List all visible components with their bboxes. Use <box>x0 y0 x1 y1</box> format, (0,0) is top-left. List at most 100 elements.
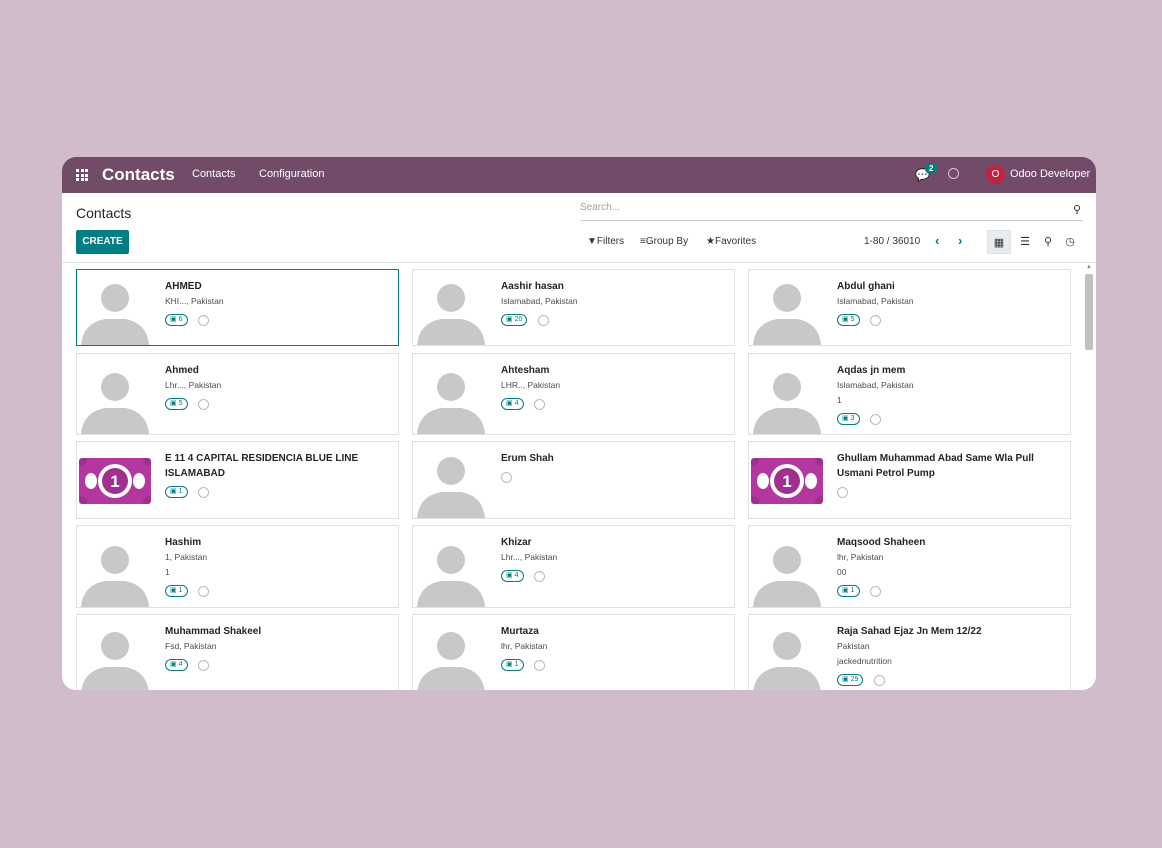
menu-contacts[interactable]: Contacts <box>192 168 236 180</box>
svg-text:1: 1 <box>110 472 119 491</box>
activity-clock-icon[interactable] <box>538 315 549 326</box>
contact-name: Raja Sahad Ejaz Jn Mem 12/22 <box>837 626 982 637</box>
activity-clock-icon[interactable] <box>948 168 959 179</box>
avatar-placeholder-icon <box>413 270 489 345</box>
meeting-count-badge[interactable]: ▣ 1 <box>165 486 188 498</box>
contact-detail: Islamabad, Pakistan <box>837 380 914 390</box>
contact-detail: Pakistan <box>837 641 870 651</box>
contact-card[interactable]: Maqsood Shaheen lhr, Pakistan 00 ▣ 1 <box>748 525 1071 608</box>
contact-detail: Islamabad, Pakistan <box>837 296 914 306</box>
activity-clock-icon[interactable] <box>870 414 881 425</box>
contact-card[interactable]: 1 E 11 4 CAPITAL RESIDENCIA BLUE LINE ISL… <box>76 441 399 519</box>
pager-next-icon[interactable]: › <box>958 233 963 248</box>
contact-detail: Lhr..., Pakistan <box>501 552 558 562</box>
meeting-count-badge[interactable]: ▣ 29 <box>837 674 864 686</box>
activity-clock-icon[interactable] <box>198 399 209 410</box>
contact-card[interactable]: Aqdas jn mem Islamabad, Pakistan 1 ▣ 3 <box>748 353 1071 435</box>
briefcase-icon: ▣ <box>506 316 513 323</box>
activity-clock-icon[interactable] <box>198 315 209 326</box>
create-button[interactable]: CREATE <box>76 230 129 254</box>
activity-clock-icon[interactable] <box>198 487 209 498</box>
search-input[interactable] <box>580 202 1050 213</box>
meeting-count: 4 <box>514 400 519 407</box>
meeting-count-badge[interactable]: ▣ 3 <box>837 413 860 425</box>
filters-button[interactable]: ▼Filters <box>587 236 624 247</box>
activity-clock-icon[interactable] <box>870 586 881 597</box>
vertical-scrollbar[interactable]: ▲ <box>1084 264 1094 690</box>
user-avatar[interactable]: O <box>986 165 1005 184</box>
avatar-placeholder-icon <box>749 617 825 690</box>
app-title[interactable]: Contacts <box>102 165 175 184</box>
meeting-count: 5 <box>850 316 855 323</box>
contact-card[interactable]: Murtaza lhr, Pakistan ▣ 1 <box>412 614 735 690</box>
contact-detail: 00 <box>837 567 847 577</box>
list-view-icon[interactable]: ☰ <box>1020 236 1030 248</box>
meeting-count: 6 <box>178 316 183 323</box>
activity-clock-icon[interactable] <box>534 660 545 671</box>
scroll-thumb[interactable] <box>1085 274 1093 350</box>
meeting-count-badge[interactable]: ▣ 4 <box>165 659 188 671</box>
scroll-up-icon[interactable]: ▲ <box>1086 264 1092 270</box>
meeting-count: 1 <box>514 661 519 668</box>
activity-clock-icon[interactable] <box>198 586 209 597</box>
meeting-count-badge[interactable]: ▣ 5 <box>165 398 188 410</box>
menu-configuration[interactable]: Configuration <box>259 168 325 180</box>
briefcase-icon: ▣ <box>842 415 849 422</box>
pager-value[interactable]: 1-80 / 36010 <box>864 236 921 247</box>
meeting-count: 20 <box>514 316 523 323</box>
contact-card[interactable]: Ahmed Lhr..., Pakistan ▣ 5 <box>76 353 399 435</box>
activity-clock-icon[interactable] <box>874 675 885 686</box>
contact-card[interactable]: AHMED KHI..., Pakistan ▣ 6 <box>76 269 399 346</box>
avatar-placeholder-icon <box>77 617 153 690</box>
activity-clock-icon[interactable] <box>501 472 512 483</box>
meeting-count-badge[interactable]: ▣ 6 <box>165 314 188 326</box>
meeting-count: 5 <box>178 400 183 407</box>
contact-name: Maqsood Shaheen <box>837 537 926 548</box>
contact-detail: 1 <box>837 395 842 405</box>
meeting-count-badge[interactable]: ▣ 1 <box>501 659 524 671</box>
contact-card[interactable]: Hashim 1, Pakistan 1 ▣ 1 <box>76 525 399 608</box>
avatar-placeholder-icon <box>749 270 825 345</box>
favorites-label: Favorites <box>714 236 757 247</box>
pager-previous-icon[interactable]: ‹ <box>935 233 940 248</box>
contact-card[interactable]: Muhammad Shakeel Fsd, Pakistan ▣ 4 <box>76 614 399 690</box>
activity-clock-icon[interactable] <box>534 571 545 582</box>
contact-detail: jackednutrition <box>837 656 892 666</box>
search-icon[interactable]: ⚲ <box>1072 204 1081 216</box>
contact-card[interactable]: Erum Shah <box>412 441 735 519</box>
meeting-count-badge[interactable]: ▣ 5 <box>837 314 860 326</box>
briefcase-icon: ▣ <box>170 661 177 668</box>
meeting-count-badge[interactable]: ▣ 4 <box>501 398 524 410</box>
user-menu[interactable]: Odoo Developer <box>1010 168 1091 180</box>
contact-card[interactable]: Khizar Lhr..., Pakistan ▣ 4 <box>412 525 735 608</box>
contact-card[interactable]: Aashir hasan Islamabad, Pakistan ▣ 20 <box>412 269 735 346</box>
contact-card[interactable]: Raja Sahad Ejaz Jn Mem 12/22 Pakistan jack… <box>748 614 1071 690</box>
kanban-view-icon[interactable]: ▦ <box>987 230 1011 254</box>
apps-menu-icon[interactable] <box>76 169 88 181</box>
activity-clock-icon[interactable] <box>837 487 848 498</box>
meeting-count: 1 <box>178 488 183 495</box>
favorites-button[interactable]: ★Favorites <box>706 236 756 247</box>
activity-clock-icon[interactable] <box>534 399 545 410</box>
contact-card[interactable]: Ahtesham LHR.., Pakistan ▣ 4 <box>412 353 735 435</box>
meeting-count: 29 <box>850 676 859 683</box>
briefcase-icon: ▣ <box>506 661 513 668</box>
activity-view-icon[interactable]: ◷ <box>1065 236 1075 248</box>
contact-name: AHMED <box>165 281 202 292</box>
activity-clock-icon[interactable] <box>198 660 209 671</box>
kanban-view: ▲ AHMED KHI..., Pakistan ▣ 6 Aashir hasan Isl… <box>62 263 1096 690</box>
meeting-count-badge[interactable]: ▣ 20 <box>501 314 528 326</box>
activity-clock-icon[interactable] <box>870 315 881 326</box>
meeting-count: 3 <box>850 415 855 422</box>
contact-card[interactable]: Abdul ghani Islamabad, Pakistan ▣ 5 <box>748 269 1071 346</box>
meeting-count-badge[interactable]: ▣ 1 <box>165 585 188 597</box>
contact-name: Hashim <box>165 537 202 548</box>
group-by-button[interactable]: ≡Group By <box>640 236 688 247</box>
meeting-count: 1 <box>850 587 855 594</box>
meeting-count-badge[interactable]: ▣ 1 <box>837 585 860 597</box>
page-title: Contacts <box>76 205 132 221</box>
contact-card[interactable]: 1 Ghullam Muhammad Abad Same Wla Pull Usm… <box>748 441 1071 519</box>
map-view-icon[interactable]: ⚲ <box>1043 236 1053 248</box>
meeting-count-badge[interactable]: ▣ 4 <box>501 570 524 582</box>
meeting-count: 4 <box>178 661 183 668</box>
